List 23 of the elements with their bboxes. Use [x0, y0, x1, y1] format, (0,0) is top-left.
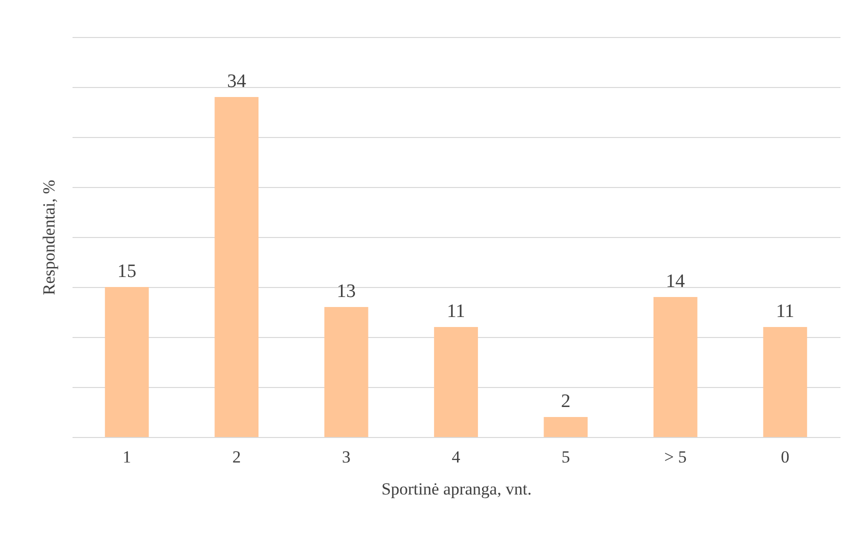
bar: [214, 97, 259, 437]
data-label: 34: [227, 71, 247, 92]
data-label: 14: [666, 271, 686, 292]
x-tick-label: 3: [342, 448, 351, 466]
x-tick-label: 4: [452, 448, 461, 466]
x-tick-label: 5: [561, 448, 570, 466]
y-axis-title: Respondentai, %: [40, 180, 58, 296]
x-tick-label: > 5: [664, 448, 687, 466]
data-label: 11: [776, 301, 794, 322]
data-label: 15: [117, 261, 136, 282]
data-label: 13: [336, 281, 356, 302]
bar: [104, 287, 149, 437]
x-axis-title: Sportinė apranga, vnt.: [381, 480, 532, 498]
x-tick-label: 0: [780, 448, 790, 466]
bar: [434, 327, 478, 437]
data-label: 2: [560, 391, 570, 412]
bar: [763, 327, 808, 437]
x-tick-label: 2: [232, 448, 241, 466]
bar: [544, 417, 588, 437]
data-label: 11: [446, 301, 466, 322]
bar: [324, 307, 368, 437]
bar: [653, 297, 698, 437]
x-tick-label: 1: [122, 448, 132, 466]
